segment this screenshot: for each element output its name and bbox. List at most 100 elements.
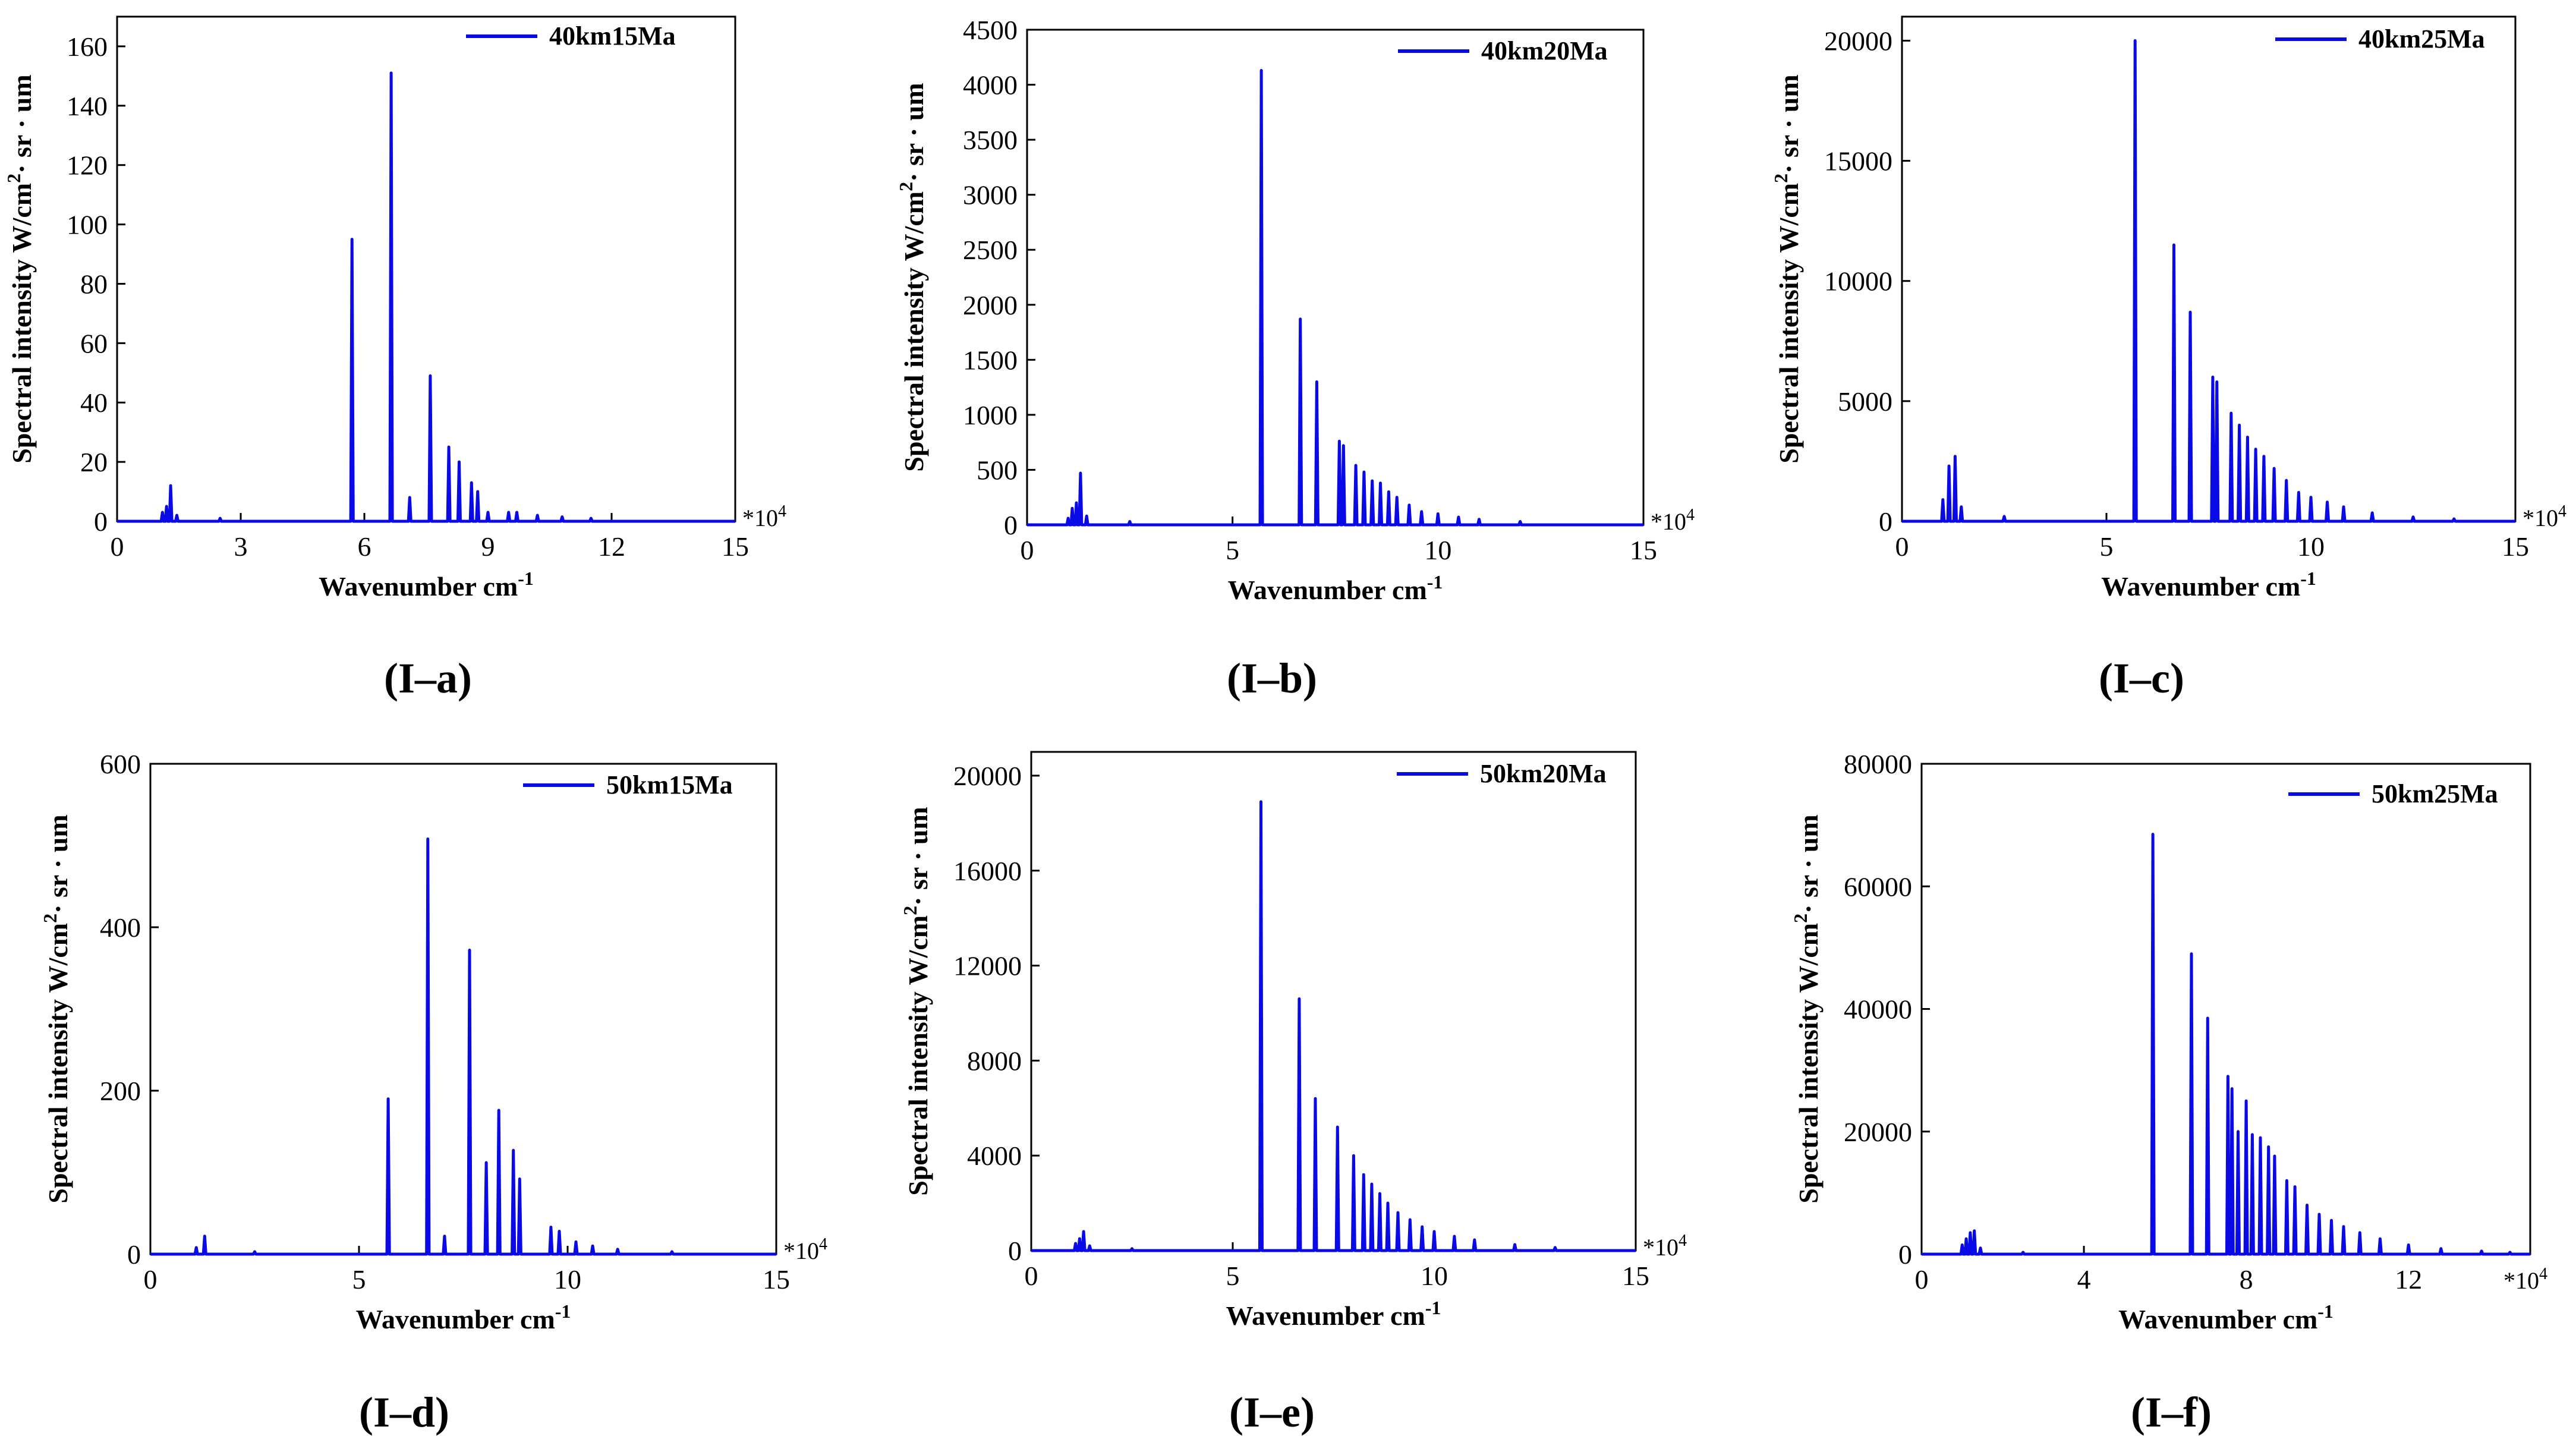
data-point bbox=[1421, 511, 1423, 513]
y-tick-label: 4000 bbox=[963, 70, 1018, 100]
data-point bbox=[558, 1230, 560, 1232]
data-point bbox=[1380, 482, 1382, 484]
data-point bbox=[2231, 1088, 2233, 1090]
data-point bbox=[1355, 464, 1357, 467]
y-tick-label: 60000 bbox=[1844, 871, 1912, 902]
data-point bbox=[2297, 491, 2300, 493]
data-point bbox=[1071, 507, 1073, 509]
y-tick-label: 1500 bbox=[963, 345, 1018, 375]
y-tick-label: 140 bbox=[67, 91, 108, 121]
data-point bbox=[1969, 1232, 1972, 1234]
data-point bbox=[2379, 1238, 2381, 1240]
data-point bbox=[616, 1248, 619, 1251]
y-tick-label: 100 bbox=[67, 210, 108, 240]
data-point bbox=[1514, 1243, 1516, 1246]
data-point bbox=[1338, 440, 1340, 442]
data-point bbox=[1371, 1183, 1373, 1185]
data-point bbox=[536, 514, 538, 517]
series-line-40km25Ma bbox=[1902, 39, 2515, 523]
data-point bbox=[575, 1240, 577, 1243]
data-point bbox=[1085, 515, 1088, 517]
panel-caption: (I–a) bbox=[384, 654, 472, 702]
x-axis-label: Wavenumber cm-1 bbox=[2118, 1301, 2333, 1334]
y-tick-label: 8000 bbox=[967, 1046, 1022, 1076]
data-point bbox=[1478, 518, 1480, 521]
data-point bbox=[591, 1245, 594, 1247]
data-point bbox=[2285, 479, 2288, 481]
data-point bbox=[1075, 1242, 1077, 1245]
chart-panel-I-f: 0 4 8 12 0 20000 40000 60000 80000 50km25Ma Wavenu… bbox=[1790, 749, 2547, 1436]
data-point bbox=[387, 1098, 389, 1100]
series-line-50km25Ma bbox=[1922, 833, 2530, 1256]
data-point bbox=[1409, 1218, 1411, 1221]
data-point bbox=[1397, 1211, 1399, 1214]
data-point bbox=[2259, 1136, 2262, 1139]
y-axis-label: Spectral intensity W/cm2· sr · um bbox=[1770, 74, 1804, 463]
x-tick-label: 0 bbox=[1021, 535, 1034, 565]
data-point bbox=[1942, 499, 1944, 501]
data-point bbox=[1078, 1238, 1081, 1240]
data-point bbox=[497, 1109, 500, 1111]
x-axis-label: Wavenumber cm-1 bbox=[2101, 568, 2316, 602]
data-point bbox=[1421, 1226, 1424, 1228]
y-tick-label: 3000 bbox=[963, 180, 1018, 210]
y-tick-label: 1000 bbox=[963, 400, 1018, 430]
data-point bbox=[1948, 465, 1950, 467]
y-tick-label: 16000 bbox=[953, 856, 1022, 886]
data-point bbox=[508, 511, 510, 514]
data-point bbox=[2326, 501, 2329, 503]
y-tick-label: 40 bbox=[80, 388, 108, 418]
x-axis-label: Wavenumber cm-1 bbox=[1228, 571, 1443, 605]
data-point bbox=[2318, 1213, 2320, 1216]
data-point bbox=[2268, 1146, 2270, 1148]
data-point bbox=[1362, 1173, 1365, 1176]
data-point bbox=[219, 517, 221, 519]
data-point bbox=[2263, 455, 2265, 458]
x-tick-label: 15 bbox=[1630, 535, 1657, 565]
x-multiplier: *104 bbox=[1651, 506, 1695, 535]
data-point bbox=[2173, 244, 2175, 246]
data-point bbox=[561, 516, 563, 518]
x-tick-label: 5 bbox=[1226, 535, 1239, 565]
data-point bbox=[176, 514, 178, 517]
x-tick-label: 0 bbox=[144, 1264, 158, 1295]
chart-panel-I-e: 0 5 10 15 0 4000 8000 12000 16000 20000 50km20Ma Wa… bbox=[899, 751, 1687, 1436]
legend-label: 40km20Ma bbox=[1481, 36, 1608, 65]
x-multiplier: *104 bbox=[742, 502, 786, 531]
x-tick-label: 0 bbox=[1895, 531, 1909, 562]
x-multiplier: *104 bbox=[1643, 1232, 1687, 1261]
panel-caption: (I–d) bbox=[359, 1388, 449, 1436]
legend-label: 50km25Ma bbox=[2372, 779, 2498, 808]
legend-label: 40km25Ma bbox=[2358, 24, 2485, 53]
data-point bbox=[1433, 1230, 1435, 1233]
y-tick-label: 200 bbox=[100, 1076, 141, 1106]
data-point bbox=[2216, 381, 2218, 383]
x-tick-label: 15 bbox=[1622, 1261, 1649, 1291]
chart-panel-I-b: 0 5 10 15 0 500 1000 1500 2000 2500 3000 3500 4000 45… bbox=[895, 15, 1695, 702]
y-tick-label: 120 bbox=[67, 150, 108, 181]
data-point bbox=[1088, 1245, 1091, 1247]
x-tick-label: 5 bbox=[2100, 531, 2114, 562]
data-point bbox=[2342, 506, 2345, 508]
data-point bbox=[443, 1235, 446, 1238]
plot-frame bbox=[1901, 15, 2517, 522]
x-tick-label: 12 bbox=[598, 531, 625, 562]
y-tick-label: 2000 bbox=[963, 290, 1018, 320]
legend-label: 40km15Ma bbox=[549, 21, 676, 51]
data-point bbox=[2294, 1186, 2296, 1188]
y-axis-label: Spectral intensity W/cm2· sr · um bbox=[1790, 814, 1824, 1203]
y-tick-label: 10000 bbox=[1824, 266, 1892, 297]
data-point bbox=[2206, 1017, 2209, 1019]
data-point bbox=[477, 490, 479, 493]
data-point bbox=[408, 496, 411, 499]
y-tick-label: 20000 bbox=[1844, 1117, 1912, 1147]
data-point bbox=[2190, 953, 2193, 955]
y-tick-label: 0 bbox=[1879, 506, 1892, 537]
data-point bbox=[169, 484, 172, 487]
data-point bbox=[2212, 376, 2214, 378]
x-tick-label: 3 bbox=[234, 531, 248, 562]
data-point bbox=[1363, 471, 1365, 473]
data-point bbox=[1129, 520, 1131, 522]
y-tick-label: 12000 bbox=[953, 951, 1022, 981]
y-tick-label: 500 bbox=[977, 455, 1018, 485]
